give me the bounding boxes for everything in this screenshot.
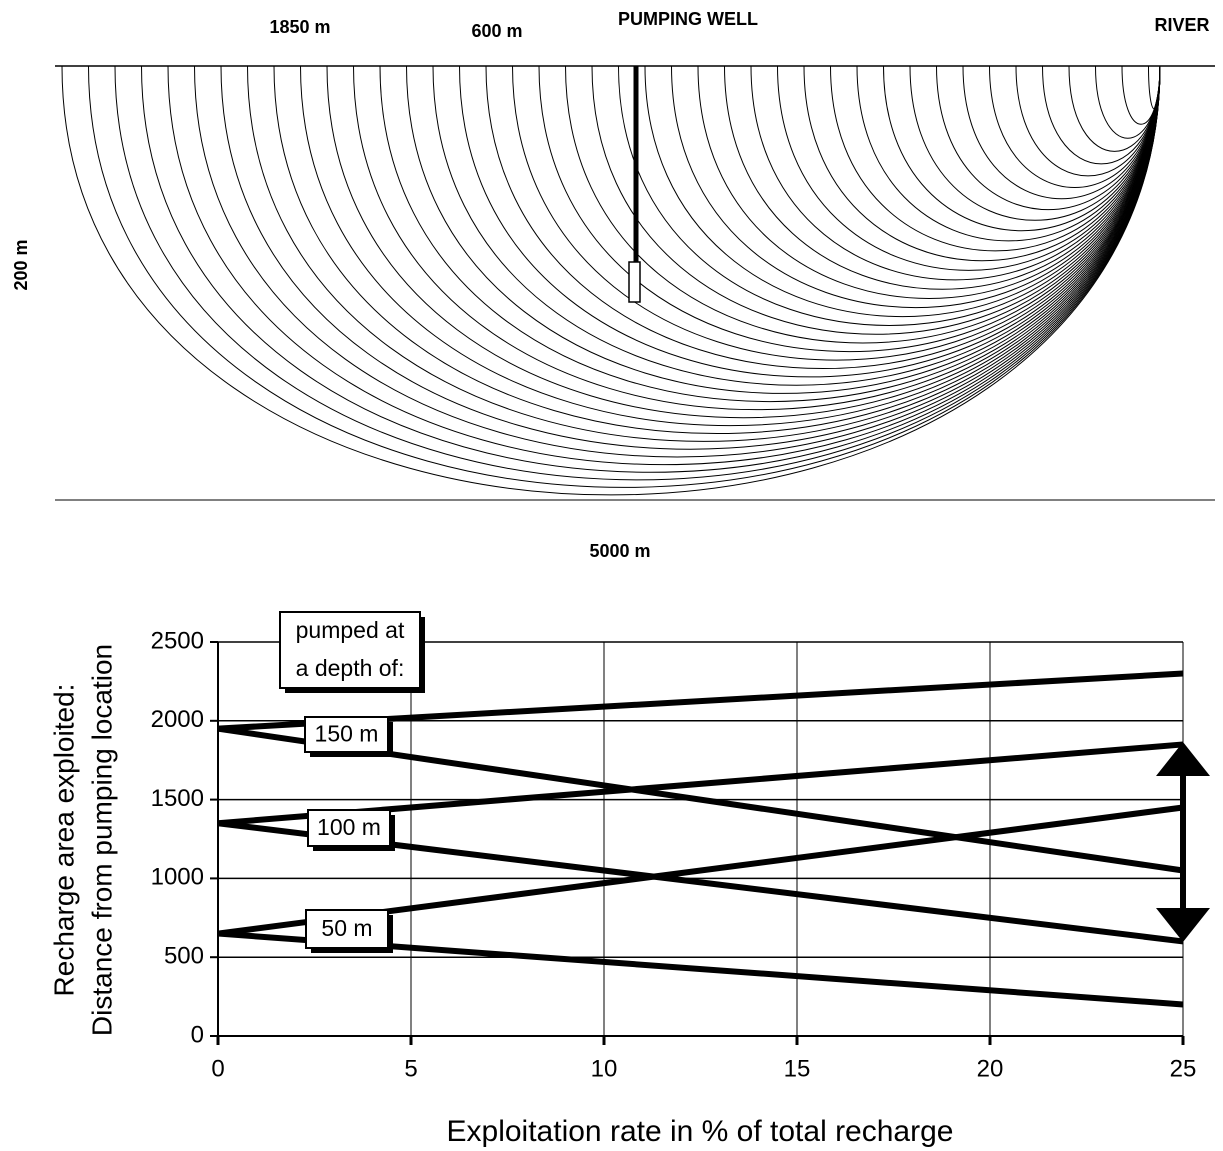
flow-line — [1121, 65, 1161, 125]
flow-line — [538, 65, 1161, 353]
flow-line — [724, 65, 1161, 290]
river-label: RIVER — [1154, 15, 1209, 35]
y-tick-label: 500 — [164, 943, 204, 970]
flow-line — [459, 65, 1161, 378]
flow-diagram — [61, 65, 1161, 496]
flow-line — [247, 65, 1161, 442]
y-axis-title: Distance from pumping location — [86, 644, 117, 1036]
chart: 0 500 1000 1500 2000 2500 0 5 10 15 20 25 Exploitati… — [48, 611, 1210, 1148]
annotation-box — [279, 611, 421, 689]
flow-line — [273, 65, 1161, 435]
flow-line — [618, 65, 1161, 326]
flow-line — [379, 65, 1161, 402]
annotation: a depth of: — [296, 655, 405, 681]
flow-line — [485, 65, 1161, 369]
length-label: 5000 m — [589, 541, 650, 561]
x-tick-label: 20 — [977, 1055, 1004, 1082]
flow-line — [406, 65, 1161, 394]
annotation: pumped at — [296, 617, 405, 643]
y-tick-label: 2000 — [151, 706, 204, 733]
distance-label: 600 m — [471, 21, 522, 41]
range-arrow-head — [1156, 908, 1210, 942]
flow-line — [591, 65, 1161, 335]
x-tick-label: 15 — [784, 1055, 811, 1082]
flow-line — [88, 65, 1161, 488]
depth-label: 200 m — [11, 239, 31, 290]
flow-line — [114, 65, 1161, 481]
flow-line — [326, 65, 1161, 419]
y-tick-label: 1500 — [151, 785, 204, 812]
flow-line — [167, 65, 1161, 466]
flow-line — [353, 65, 1161, 411]
flow-line — [565, 65, 1161, 344]
x-tick-label: 10 — [591, 1055, 618, 1082]
x-axis-title: Exploitation rate in % of total recharge — [447, 1115, 954, 1148]
flow-line — [856, 65, 1161, 242]
distance-label: 1850 m — [269, 17, 330, 37]
range-arrow-head — [1156, 742, 1210, 776]
flow-line — [61, 65, 1161, 496]
x-tick-label: 25 — [1170, 1055, 1197, 1082]
y-tick-label: 2500 — [151, 627, 204, 654]
annotation-box — [304, 716, 389, 753]
annotation: 150 m — [315, 721, 379, 747]
y-tick-label: 0 — [191, 1021, 204, 1048]
flow-line — [141, 65, 1161, 473]
y-axis-title: Recharge area exploited: — [48, 684, 79, 997]
flow-line — [697, 65, 1161, 299]
flow-line — [432, 65, 1161, 386]
annotation-box — [305, 909, 389, 949]
flow-line — [220, 65, 1161, 450]
x-tick-label: 0 — [211, 1055, 224, 1082]
x-tick-label: 5 — [404, 1055, 417, 1082]
well-screen — [628, 261, 641, 303]
annotation: 50 m — [321, 915, 372, 941]
y-tick-label: 1000 — [151, 864, 204, 891]
flow-line — [1148, 65, 1161, 110]
flow-line — [194, 65, 1161, 458]
flow-line — [830, 65, 1161, 252]
flow-line — [644, 65, 1161, 317]
well-label: PUMPING WELL — [618, 9, 758, 29]
flow-line — [300, 65, 1161, 426]
flow-line — [671, 65, 1161, 309]
annotation-box — [307, 809, 391, 847]
annotation: 100 m — [317, 814, 381, 840]
flow-line — [750, 65, 1161, 281]
flow-line — [512, 65, 1161, 361]
